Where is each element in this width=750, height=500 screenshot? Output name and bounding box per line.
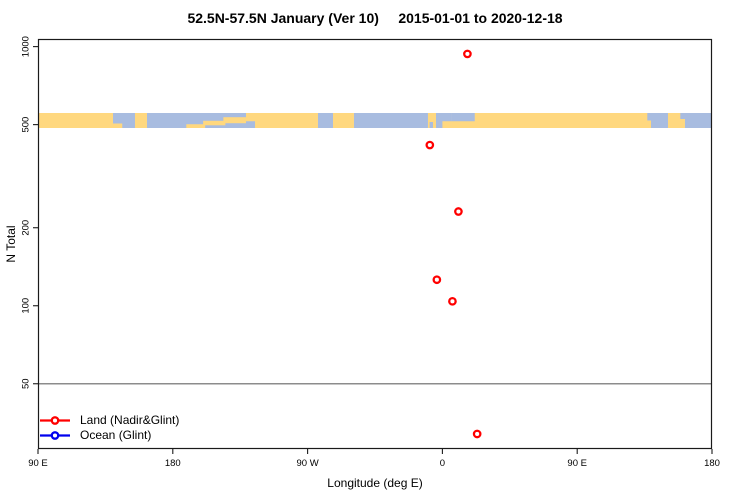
y-tick-label: 500 xyxy=(21,117,32,133)
data-point-land xyxy=(432,275,442,285)
data-point-land xyxy=(448,296,457,306)
map-band-patch-land xyxy=(108,123,123,128)
data-point-land xyxy=(425,140,435,150)
map-band-land xyxy=(245,113,318,128)
data-point-land xyxy=(463,49,472,59)
map-band-ocean xyxy=(651,113,668,128)
map-band-patch-land xyxy=(223,117,246,124)
x-axis-title: Longitude (deg E) xyxy=(327,476,423,490)
y-tick-label: 100 xyxy=(21,298,32,314)
map-band-ocean xyxy=(684,113,712,128)
data-point-land xyxy=(472,429,482,439)
map-band-patch-ocean xyxy=(680,113,685,119)
y-tick-label: 1000 xyxy=(21,36,32,57)
x-tick-label: 90 E xyxy=(567,458,587,469)
map-band-patch-ocean xyxy=(451,113,475,122)
y-tick-label: 200 xyxy=(21,220,32,236)
map-band-patch-ocean xyxy=(245,121,256,128)
legend-symbol-land-icon xyxy=(40,416,70,425)
map-band-patch-land xyxy=(442,121,452,128)
map-band-patch-ocean xyxy=(429,122,433,128)
x-tick-label: 180 xyxy=(165,458,181,469)
legend-label-ocean: Ocean (Glint) xyxy=(80,428,152,442)
x-tick-label: 90 W xyxy=(297,458,319,469)
legend-item-land: Land (Nadir&Glint) xyxy=(39,413,179,428)
x-tick-label: 180 xyxy=(704,458,720,469)
y-axis-title: N Total xyxy=(4,225,18,263)
legend-item-ocean: Ocean (Glint) xyxy=(39,428,179,443)
chart-title: 52.5N-57.5N January (Ver 10) 2015-01-01 … xyxy=(187,10,563,26)
x-tick-label: 90 E xyxy=(28,458,48,469)
map-band-patch-land xyxy=(203,120,226,126)
map-band-land xyxy=(134,113,147,128)
map-band-patch-land xyxy=(186,124,206,128)
map-band-land xyxy=(333,113,354,128)
map-band-land xyxy=(427,113,436,128)
data-point-land xyxy=(454,207,463,216)
y-tick-label: 50 xyxy=(21,378,32,389)
map-band-ocean xyxy=(317,113,334,128)
legend: Land (Nadir&Glint) Ocean (Glint) xyxy=(39,413,179,443)
map-band-land xyxy=(38,113,114,128)
map-band-patch-ocean xyxy=(647,113,652,121)
plot-border xyxy=(37,38,713,450)
x-tick-label: 0 xyxy=(440,458,445,469)
legend-symbol-ocean-icon xyxy=(40,431,70,440)
map-band-ocean xyxy=(353,113,428,128)
map-band-land xyxy=(451,113,652,128)
legend-label-land: Land (Nadir&Glint) xyxy=(80,413,180,427)
